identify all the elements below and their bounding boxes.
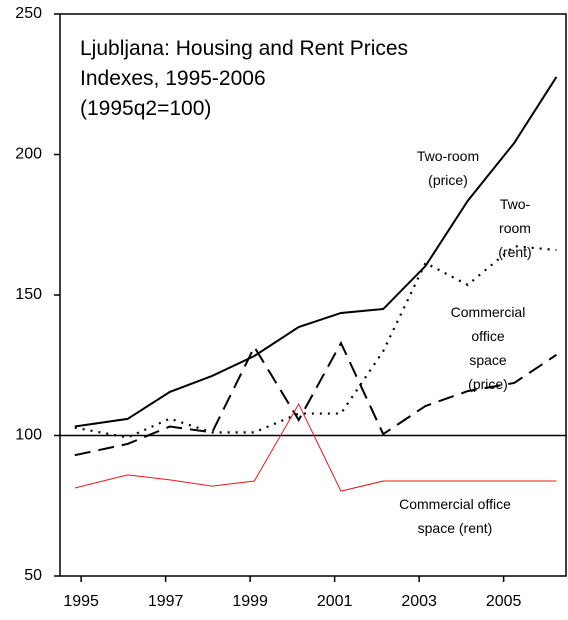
- x-tick-label: 2005: [486, 593, 522, 610]
- y-tick-label: 100: [15, 427, 42, 444]
- series-line: [74, 340, 557, 457]
- x-tick-label: 1997: [148, 593, 184, 610]
- x-tick-label: 1995: [63, 593, 99, 610]
- series-label: Commercial office space (rent): [399, 496, 511, 536]
- series-line: [74, 402, 557, 492]
- y-tick-label: 200: [15, 146, 42, 163]
- series-line: [74, 76, 558, 428]
- x-tick-label: 1999: [232, 593, 268, 610]
- chart-title: Ljubljana: Housing and Rent Prices Index…: [80, 37, 409, 120]
- series-label: Two-room (price): [416, 148, 480, 188]
- y-tick-label: 150: [15, 286, 42, 303]
- y-tick-label: 250: [15, 5, 42, 22]
- series-label: Commercial office space (price): [450, 304, 526, 392]
- series-label: Two-room (rent): [498, 196, 532, 260]
- y-tick-label: 50: [24, 567, 42, 584]
- x-tick-label: 2003: [401, 593, 437, 610]
- x-tick-label: 2001: [317, 593, 353, 610]
